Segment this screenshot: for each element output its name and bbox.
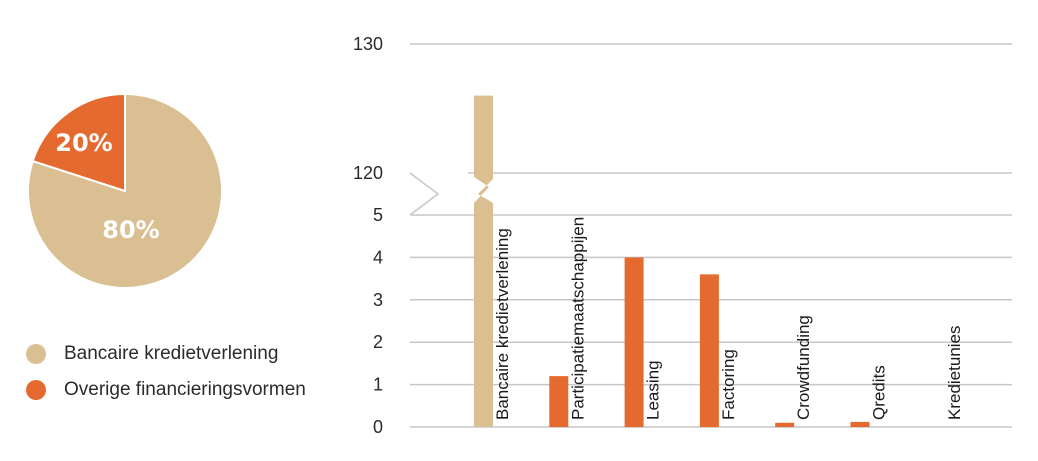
legend-label-other: Overige financieringsvormen [64,379,306,400]
legend-item-other: Overige financieringsvormen [26,372,306,408]
category-label-factoring: Factoring [719,349,738,420]
category-label-leasing: Leasing [644,360,663,420]
legend-swatch-other [26,380,46,400]
bar-leasing [624,257,644,427]
axis-break-notch [409,172,440,216]
pie-slice-other [31,92,126,193]
pie-legend: Bancaire kredietverlening Overige financ… [26,336,306,408]
legend-swatch-bank [26,344,46,364]
pie-label-other: 20% [55,129,112,157]
y-tick-120: 120 [353,163,383,183]
category-label-qredits: Qredits [870,365,889,420]
bar-bancaire-kredietverlening [474,95,493,427]
category-label-crowdfunding: Crowdfunding [794,315,813,420]
pie-label-bank: 80% [102,216,159,244]
pie-chart: 80% 20% [27,92,223,289]
legend-item-bank: Bancaire kredietverlening [26,336,306,372]
y-tick-5: 5 [373,205,383,225]
y-tick-2: 2 [373,332,383,352]
bar-crowdfunding [775,422,795,427]
bar-factoring [699,274,719,427]
y-tick-4: 4 [373,247,383,267]
category-label-kredietunies: Kredietunies [945,325,964,420]
y-tick-0: 0 [373,417,383,437]
category-label-bancaire-kredietverlening: Bancaire kredietverlening [493,228,512,420]
bar-qredits [850,421,870,427]
category-label-participatiemaatschappijen: Participatiemaatschappijen [568,217,587,420]
bar-participatiemaatschappijen [549,376,569,427]
y-tick-1: 1 [373,375,383,395]
y-tick-3: 3 [373,290,383,310]
legend-label-bank: Bancaire kredietverlening [64,343,279,364]
pie-slice-bank [27,92,223,289]
y-tick-130: 130 [353,34,383,54]
